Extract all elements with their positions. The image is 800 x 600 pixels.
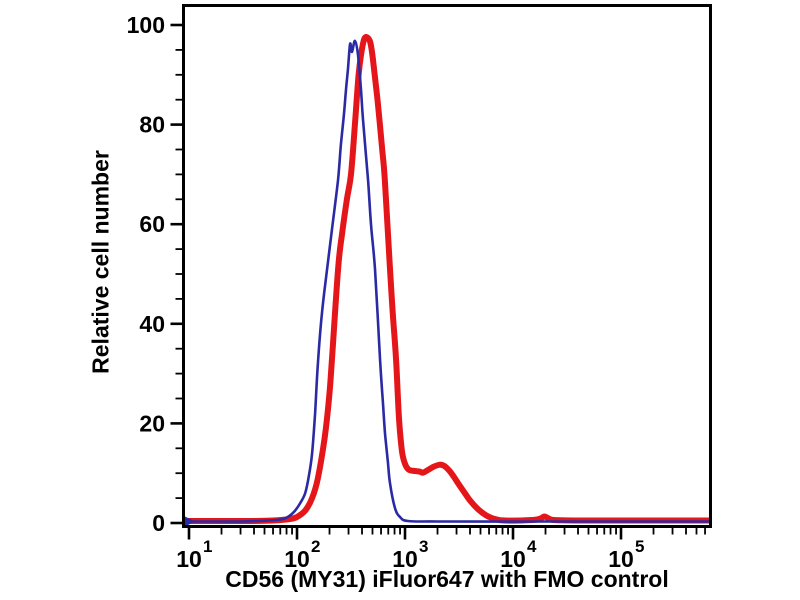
fmo-control-curve (184, 39, 710, 523)
x-tick-label: 10 (392, 546, 418, 572)
x-tick-exponent: 3 (419, 537, 428, 556)
y-axis-label: Relative cell number (87, 150, 114, 374)
y-tick-label: 40 (139, 311, 165, 337)
x-tick-label: 10 (500, 546, 526, 572)
y-tick-label: 0 (152, 510, 165, 536)
x-tick-label: 10 (608, 546, 634, 572)
x-tick-label: 10 (284, 546, 310, 572)
fmo-curve-start-arrow (184, 516, 196, 526)
x-tick-exponent: 1 (203, 537, 212, 556)
x-tick-exponent: 4 (527, 537, 537, 556)
y-tick-label: 20 (139, 410, 165, 436)
plot-frame (182, 4, 712, 528)
x-tick-exponent: 2 (311, 537, 320, 556)
y-tick-label: 80 (139, 112, 165, 138)
x-axis-label: CD56 (MY31) iFluor647 with FMO control (225, 566, 669, 592)
y-tick-label: 60 (139, 211, 165, 237)
x-tick-label: 10 (176, 546, 202, 572)
y-tick-label: 100 (127, 12, 165, 38)
x-tick-exponent: 5 (635, 537, 644, 556)
cd56-stained-curve (184, 34, 710, 525)
